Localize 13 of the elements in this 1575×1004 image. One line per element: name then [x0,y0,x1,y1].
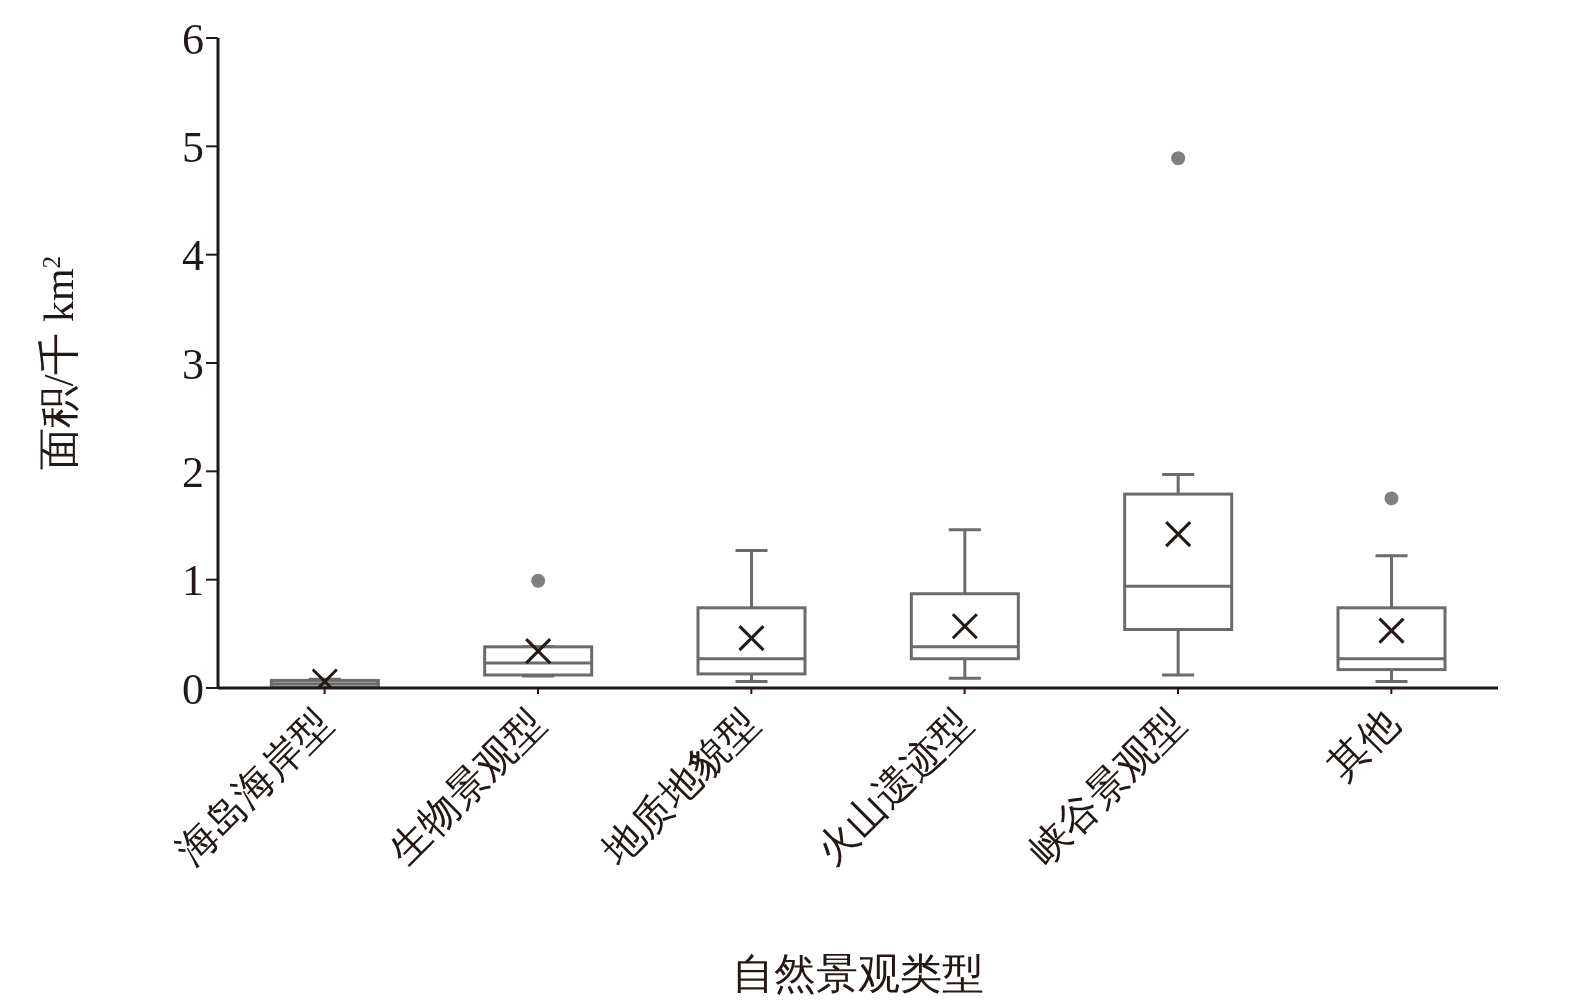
y-tick-label: 1 [182,556,204,606]
y-tick-label: 0 [182,664,204,714]
x-tick-label: 火山遗迹型 [807,700,981,874]
x-tick-label: 生物景观型 [380,700,554,874]
y-tick-label: 3 [182,339,204,389]
y-tick-label: 4 [182,231,204,281]
y-tick-label: 6 [182,14,204,64]
x-tick-label: 峡谷景观型 [1020,700,1194,874]
x-tick-label: 地质地貌型 [593,700,768,875]
y-tick-label: 5 [182,122,204,172]
x-axis-title: 自然景观类型 [732,951,984,997]
x-tick-label: 其他 [1318,700,1408,789]
y-tick-label: 2 [182,447,204,497]
